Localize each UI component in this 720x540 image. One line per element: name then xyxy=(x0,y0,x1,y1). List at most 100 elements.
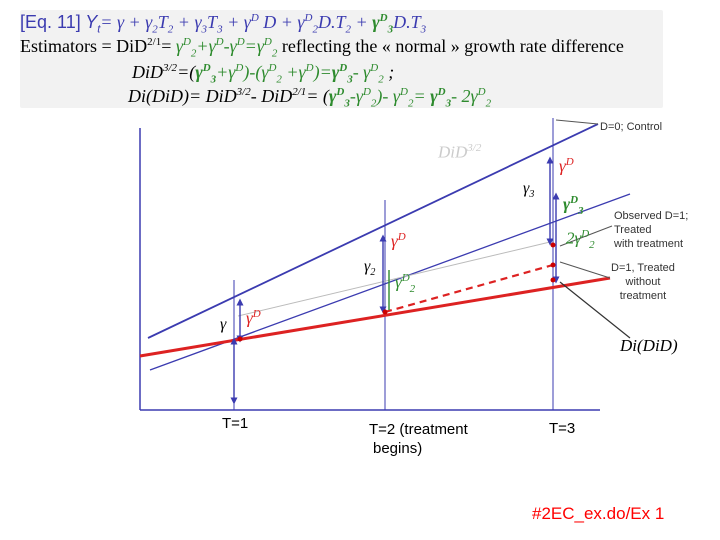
gamma2-sub: 2 xyxy=(370,267,376,279)
t2-label: T=2 (treatment begins) xyxy=(369,420,468,458)
gammaD3-sup: D xyxy=(570,194,579,206)
gammaD-sup: D xyxy=(565,156,574,168)
eq-text: Estimators = DiD xyxy=(20,36,148,56)
eq-sub: 3 xyxy=(387,23,394,36)
eq-sub: 2 xyxy=(167,23,174,36)
twogamma-sub: 2 xyxy=(589,239,595,252)
footer-ref: #2EC_ex.do/Ex 1 xyxy=(532,504,665,523)
counterfactual-line xyxy=(384,263,554,314)
eq-part: D.T xyxy=(317,12,346,32)
didid-label: Di(DiD) xyxy=(620,336,678,355)
twogamma-sup: D xyxy=(581,228,590,240)
eq-sub: 3 xyxy=(217,23,223,36)
t2-label-line-1: T=2 (treatment xyxy=(369,421,468,438)
gammaD2-sup: D xyxy=(401,272,410,284)
gammaD2-label: γD2 xyxy=(395,272,415,295)
eq-text: = ( xyxy=(306,86,329,106)
t3-label: T=3 xyxy=(549,420,576,437)
gammaD3-label: γD3 xyxy=(563,194,584,217)
did32-text: DiD xyxy=(438,142,468,162)
eq-sub: 2 xyxy=(312,23,318,36)
point-t3-counterfactual xyxy=(550,262,556,268)
eq-sup: 2/1 xyxy=(292,86,307,98)
eq-y: Y xyxy=(85,12,98,32)
eq-t: t xyxy=(97,23,101,36)
eq-part: T xyxy=(157,12,168,32)
gammaD-sym: γ xyxy=(559,156,566,176)
equation-header: [Eq. 11] Yt= γ + γ2T2 + γ3T3 + γD D + γD… xyxy=(20,10,663,110)
eq-part: + xyxy=(350,12,373,32)
eq-sub: 2 xyxy=(152,23,158,36)
gamma3-label: γ3 xyxy=(523,180,534,200)
gamma3-sym: γ xyxy=(523,180,530,197)
gamma2-label: γ2 xyxy=(364,258,375,278)
untreated-label: D=1, Treated without treatment xyxy=(611,261,675,303)
gamma-label: γ xyxy=(220,316,227,333)
control-pointer xyxy=(555,119,599,125)
gammaD3-sym: γ xyxy=(563,194,571,214)
gammaD-t2-sup: D xyxy=(397,231,406,243)
eq-sup: 3/2 xyxy=(163,62,178,74)
gammaD-t1-sup: D xyxy=(252,308,261,320)
untreated-pointer xyxy=(559,261,611,279)
eq-part: = γ + γ xyxy=(100,12,153,32)
control-label: D=0; Control xyxy=(600,121,663,133)
gammaD-t1-sym: γ xyxy=(246,308,253,328)
eq-sup: D xyxy=(379,12,388,24)
gammaD-t1-label: γD xyxy=(246,308,261,329)
gamma2-sym: γ xyxy=(364,258,371,275)
untreated-line-2: without xyxy=(625,276,661,288)
t1-label: T=1 xyxy=(222,415,249,432)
equation-tag: [Eq. 11] xyxy=(20,12,81,32)
eq-part: + γ xyxy=(173,12,202,32)
observed-line-1: Observed D=1; xyxy=(614,210,689,222)
did32-sup: 3/2 xyxy=(467,142,482,154)
eq-part: + γ xyxy=(222,12,251,32)
gammaD2-sym: γ xyxy=(395,272,402,292)
untreated-line-3: treatment xyxy=(619,290,667,302)
eq-sup: D xyxy=(250,12,259,24)
gammaD-top-label: γD xyxy=(559,156,574,177)
observed-line xyxy=(139,276,611,358)
untreated-line-1: D=1, Treated xyxy=(611,262,675,274)
gammaD2-sub: 2 xyxy=(409,283,416,296)
eq-text: =( xyxy=(177,62,196,82)
reference-line xyxy=(237,241,551,317)
eq-sub: 3 xyxy=(420,23,427,36)
eq-text: - DiD xyxy=(250,86,293,106)
did32-label: DiD3/2 xyxy=(438,142,481,163)
eq-part: D + γ xyxy=(258,12,305,32)
point-t2 xyxy=(382,309,388,315)
gammaD-t2-sym: γ xyxy=(391,231,398,251)
point-t1 xyxy=(237,336,243,342)
eq-text: ; xyxy=(383,62,395,82)
control-line xyxy=(147,123,599,339)
twogamma-sym: γ xyxy=(574,228,582,248)
equation-line-2: Estimators = DiD2/1= γD2+γD-γD=γD2 refle… xyxy=(20,36,624,60)
eq-text: reflecting the « normal » growth rate di… xyxy=(277,36,624,56)
observed-line-2: Treated xyxy=(614,224,652,236)
eq-sup: 2/1 xyxy=(147,36,162,48)
eq-sup: 3/2 xyxy=(236,86,251,98)
eq-sup: D xyxy=(304,12,313,24)
observed-line-3: with treatment xyxy=(614,238,684,250)
eq-part: D.T xyxy=(393,12,421,32)
gammaD3-sub: 3 xyxy=(578,205,584,218)
equation-line-1: [Eq. 11] Yt= γ + γ2T2 + γ3T3 + γD D + γD… xyxy=(20,12,426,36)
two-coef: 2 xyxy=(566,228,575,248)
eq-text: Di(DiD)= DiD xyxy=(128,86,237,106)
point-t3-observed xyxy=(550,277,556,283)
equation-line-4: Di(DiD)= DiD3/2- DiD2/1= (γD3-γD2)- γD2=… xyxy=(128,86,492,110)
gamma3-sub: 3 xyxy=(529,189,535,201)
eq-sub: 3 xyxy=(201,23,208,36)
gammaD-t2-label: γD xyxy=(391,231,406,252)
twogammaD2-label: 2γD2 xyxy=(566,228,595,251)
eq-text: = xyxy=(161,36,176,56)
eq-part: γ xyxy=(372,12,380,32)
observed-pointer xyxy=(559,225,613,247)
didid-pointer xyxy=(559,281,631,339)
eq-text: DiD xyxy=(132,62,163,82)
t2-label-line-2: begins) xyxy=(373,440,423,457)
equation-line-3: DiD3/2=(γD3+γD)-(γD2 +γD)=γD3- γD2 ; xyxy=(132,62,395,86)
